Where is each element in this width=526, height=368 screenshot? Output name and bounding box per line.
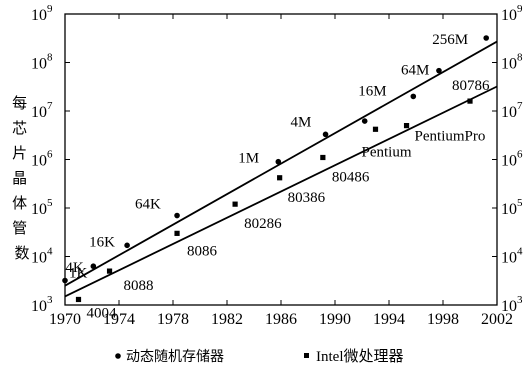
data-point-dram: [436, 67, 442, 74]
y-axis-label: 每 芯 片 晶 体 管 数: [12, 94, 32, 262]
point-label-intel: 8086: [187, 243, 218, 259]
trend-line-dram: [64, 40, 498, 287]
y-tick-label-right: 106: [501, 149, 523, 170]
data-point-intel: [232, 201, 238, 207]
data-point-intel: [372, 126, 379, 132]
legend-marker-dram: [115, 353, 121, 359]
data-point-dram: [410, 93, 417, 100]
data-point-intel: [106, 268, 113, 274]
x-tick-label: 2002: [481, 311, 513, 328]
data-point-intel: [320, 154, 326, 161]
x-tick-label: 1978: [157, 311, 189, 328]
data-point-intel: [75, 296, 82, 303]
y-tick-label-left: 105: [31, 197, 53, 218]
trend-line-intel: [64, 85, 498, 298]
data-point-intel: [174, 230, 180, 236]
x-tick-label: 1970: [49, 311, 81, 328]
data-point-intel: [277, 175, 283, 181]
data-point-intel: [467, 98, 473, 104]
point-label-intel: 80786: [452, 78, 490, 94]
y-axis-label-char: 每: [12, 94, 27, 112]
x-tick-label: 1994: [373, 311, 405, 328]
point-label-intel: 80286: [244, 216, 282, 232]
plot-frame: [64, 13, 498, 306]
x-tick-label: 1974: [103, 311, 135, 328]
y-axis-label-char: 晶: [12, 169, 27, 187]
y-tick-label-left: 108: [31, 52, 53, 73]
point-label-dram: 64K: [135, 197, 161, 213]
legend-marker-intel: [304, 353, 309, 358]
x-tick-label: 1986: [265, 311, 297, 328]
y-axis-label-char: 芯: [12, 119, 27, 137]
data-point-dram: [124, 242, 130, 249]
y-tick-label-right: 104: [501, 246, 523, 267]
y-tick-label-left: 106: [31, 149, 53, 170]
point-label-intel: 8088: [124, 278, 154, 294]
y-tick-label-right: 108: [501, 52, 523, 73]
point-label-dram: 1K: [69, 266, 88, 282]
point-label-dram: 16M: [358, 83, 386, 99]
y-tick-label-left: 109: [31, 3, 53, 24]
point-label-dram: 16K: [89, 234, 115, 250]
y-tick-label-left: 103: [31, 294, 53, 315]
y-tick-label-right: 105: [501, 197, 523, 218]
point-label-dram: 4M: [291, 114, 312, 130]
data-point-dram: [322, 131, 329, 138]
point-label-intel: Pentium: [362, 144, 412, 160]
point-label-dram: 4K: [65, 260, 84, 276]
point-label-dram: 256M: [432, 32, 468, 48]
point-label-intel: 4004: [87, 305, 118, 321]
y-axis-label-char: 数: [14, 244, 29, 262]
x-tick-label: 1998: [427, 311, 459, 328]
data-point-dram: [483, 35, 490, 41]
data-point-dram: [90, 263, 97, 270]
y-axis-label-char: 管: [12, 219, 27, 237]
point-label-intel: PentiumPro: [415, 129, 486, 145]
data-point-dram: [62, 277, 68, 284]
point-label-intel: 80386: [288, 190, 326, 206]
data-point-dram: [361, 118, 368, 124]
y-tick-label-left: 104: [31, 246, 53, 267]
legend-label-intel: Intel微处理器: [316, 348, 404, 365]
data-point-dram: [275, 158, 282, 165]
x-tick-label: 1982: [211, 311, 243, 328]
y-axis-label-char: 片: [12, 144, 27, 162]
y-axis-label-char: 体: [12, 194, 27, 212]
y-tick-label-left: 107: [31, 100, 53, 121]
legend: 动态随机存储器 Intel微处理器: [115, 348, 404, 365]
y-tick-label-right: 103: [501, 294, 523, 315]
data-point-dram: [174, 212, 180, 219]
point-label-intel: 80486: [332, 169, 370, 185]
point-label-dram: 1M: [238, 151, 259, 167]
point-label-dram: 64M: [401, 63, 429, 79]
legend-label-dram: 动态随机存储器: [126, 349, 224, 365]
y-tick-label-right: 109: [501, 3, 523, 24]
data-point-intel: [403, 122, 410, 129]
x-tick-label: 1990: [319, 311, 351, 328]
y-tick-label-right: 107: [501, 100, 523, 121]
